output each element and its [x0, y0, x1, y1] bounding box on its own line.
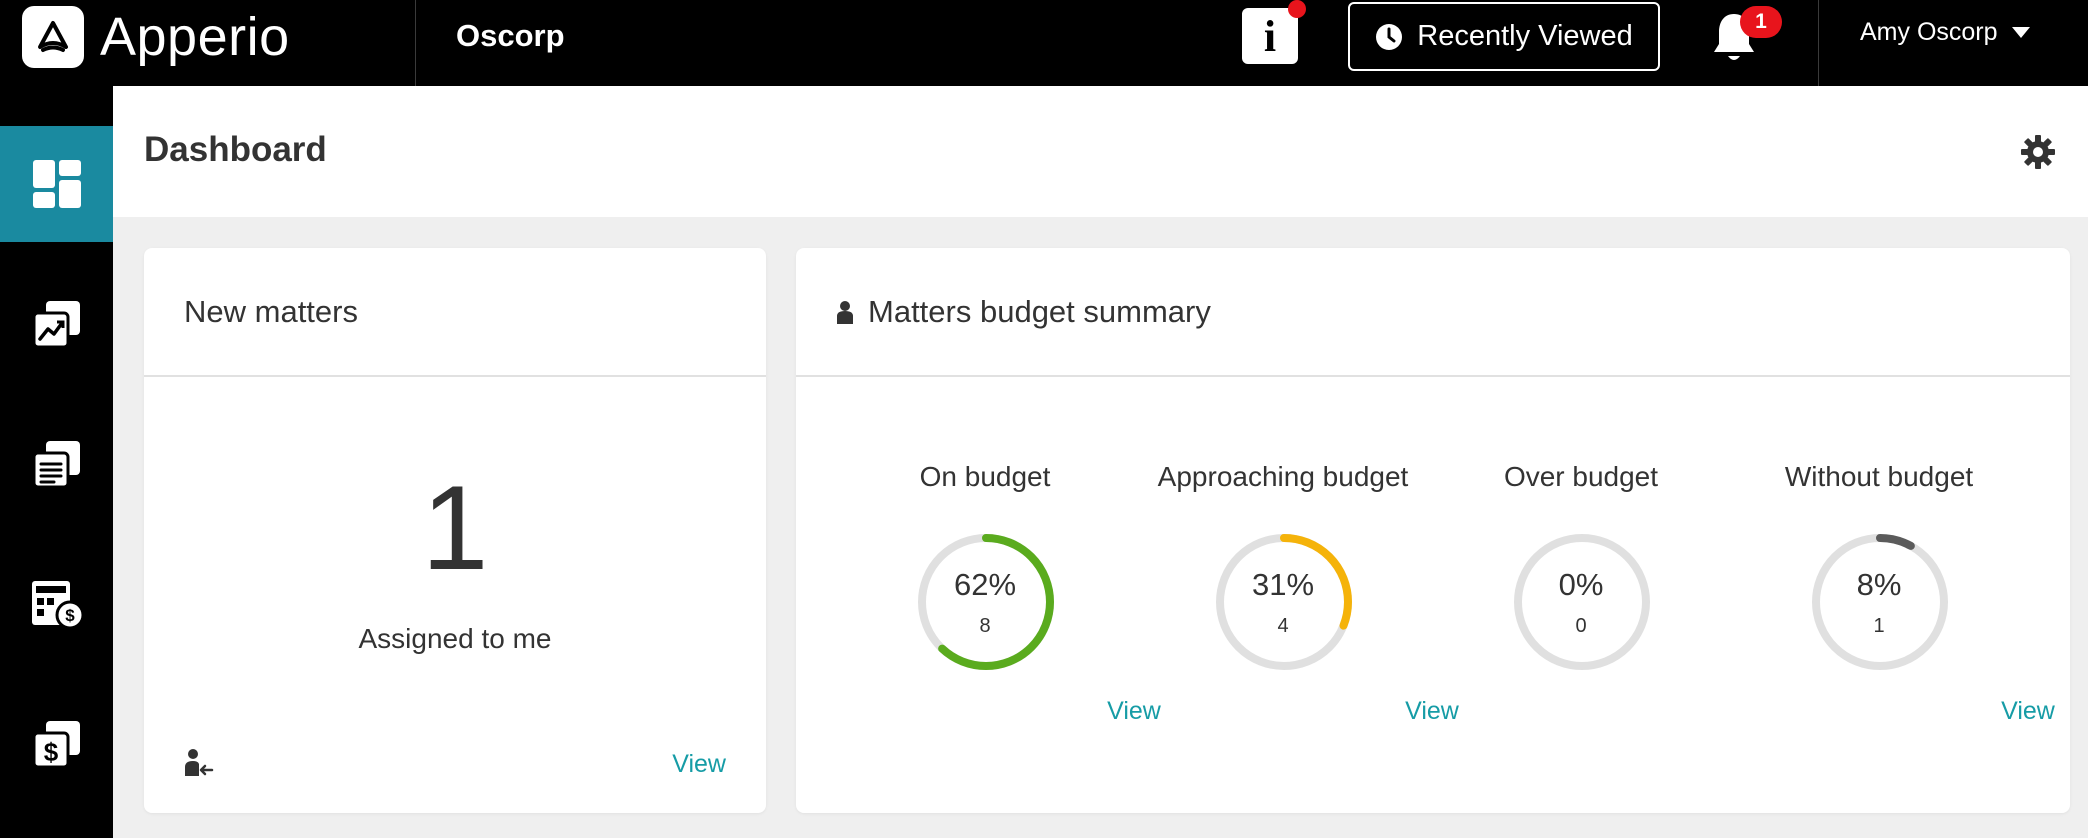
organization-name: Oscorp	[456, 18, 565, 53]
user-menu[interactable]: Amy Oscorp	[1860, 18, 2030, 47]
top-bar: Apperio Oscorp i Recently Viewed 1 Amy O…	[0, 0, 2088, 86]
recently-viewed-label: Recently Viewed	[1417, 20, 1633, 52]
recently-viewed-button[interactable]: Recently Viewed	[1348, 2, 1660, 71]
divider	[415, 0, 416, 86]
gauge-label: Over budget	[1503, 461, 1659, 492]
gauge-count: 0	[1575, 615, 1587, 637]
divider	[1818, 0, 1819, 86]
gauge-label: Without budget	[1784, 461, 1974, 492]
page-title: Dashboard	[144, 130, 327, 169]
gauge-percentage: 31%	[1251, 567, 1315, 602]
new-matters-count: 1	[421, 461, 489, 595]
gauge-label: On budget	[919, 461, 1051, 492]
matters-list-icon	[32, 441, 80, 489]
invoices-icon: $	[32, 721, 80, 769]
gauge-view-link[interactable]: View	[2001, 697, 2055, 725]
gauge-track	[1514, 534, 1650, 670]
page-header: Dashboard	[113, 86, 2088, 217]
info-icon: i	[1263, 11, 1277, 61]
sidebar-item-analytics[interactable]	[0, 266, 113, 382]
budget-summary-header: Matters budget summary	[796, 248, 2070, 377]
gauge-progress-arc	[918, 534, 1054, 670]
gauge-count: 8	[979, 615, 991, 637]
gauge-label: Approaching budget	[1157, 461, 1409, 492]
budget-summary-title: Matters budget summary	[868, 293, 1211, 329]
sidebar-item-invoices[interactable]: $	[0, 686, 113, 802]
dashboard-icon	[32, 160, 81, 208]
sidebar-item-dashboard[interactable]	[0, 126, 113, 242]
gauge-ring	[1216, 534, 1352, 670]
brand-logo[interactable]: Apperio	[22, 4, 290, 70]
svg-text:$: $	[65, 606, 75, 625]
gauge-percentage: 62%	[953, 567, 1017, 602]
gauge-progress-arc	[1812, 534, 1948, 670]
person-icon	[837, 300, 853, 324]
gauge-view-link[interactable]: View	[1107, 697, 1161, 725]
gauge-count: 4	[1277, 615, 1289, 637]
sidebar: $ $	[0, 86, 113, 838]
gauge-count: 1	[1873, 615, 1885, 637]
user-name: Amy Oscorp	[1860, 18, 1998, 46]
brand-name: Apperio	[100, 7, 290, 67]
notification-badge: 1	[1740, 6, 1782, 38]
budget-summary-card: Matters budget summary On budget 62% 8 View…	[796, 248, 2070, 813]
new-matters-card: New matters 1 Assigned to me View	[144, 248, 766, 813]
gauge-percentage: 0%	[1558, 567, 1604, 602]
gauge-progress-arc	[1216, 534, 1352, 670]
sidebar-item-budgets[interactable]: $	[0, 546, 113, 662]
assigned-to-me-label: Assigned to me	[358, 623, 552, 654]
budget-gauges: On budget 62% 8 View Approaching budget 31% 4 V…	[796, 377, 2070, 807]
gear-icon[interactable]	[2020, 134, 2056, 170]
budget-calculator-icon: $	[31, 581, 84, 629]
info-button[interactable]: i	[1242, 8, 1298, 64]
gauge-ring	[1514, 534, 1650, 670]
new-matters-view-link[interactable]: View	[672, 750, 726, 778]
gauge-percentage: 8%	[1856, 567, 1902, 602]
svg-text:$: $	[43, 737, 58, 767]
gauge-ring	[918, 534, 1054, 670]
gauge-view-link[interactable]: View	[1405, 697, 1459, 725]
gauge-ring	[1812, 534, 1948, 670]
apperio-logo-icon	[22, 6, 84, 68]
new-matters-title: New matters	[144, 248, 766, 377]
caret-down-icon	[2011, 26, 2030, 38]
assign-user-icon	[185, 749, 214, 776]
clock-icon	[1376, 23, 1403, 50]
sidebar-item-matters[interactable]	[0, 406, 113, 522]
analytics-icon	[32, 301, 80, 349]
info-notification-dot	[1288, 0, 1306, 18]
